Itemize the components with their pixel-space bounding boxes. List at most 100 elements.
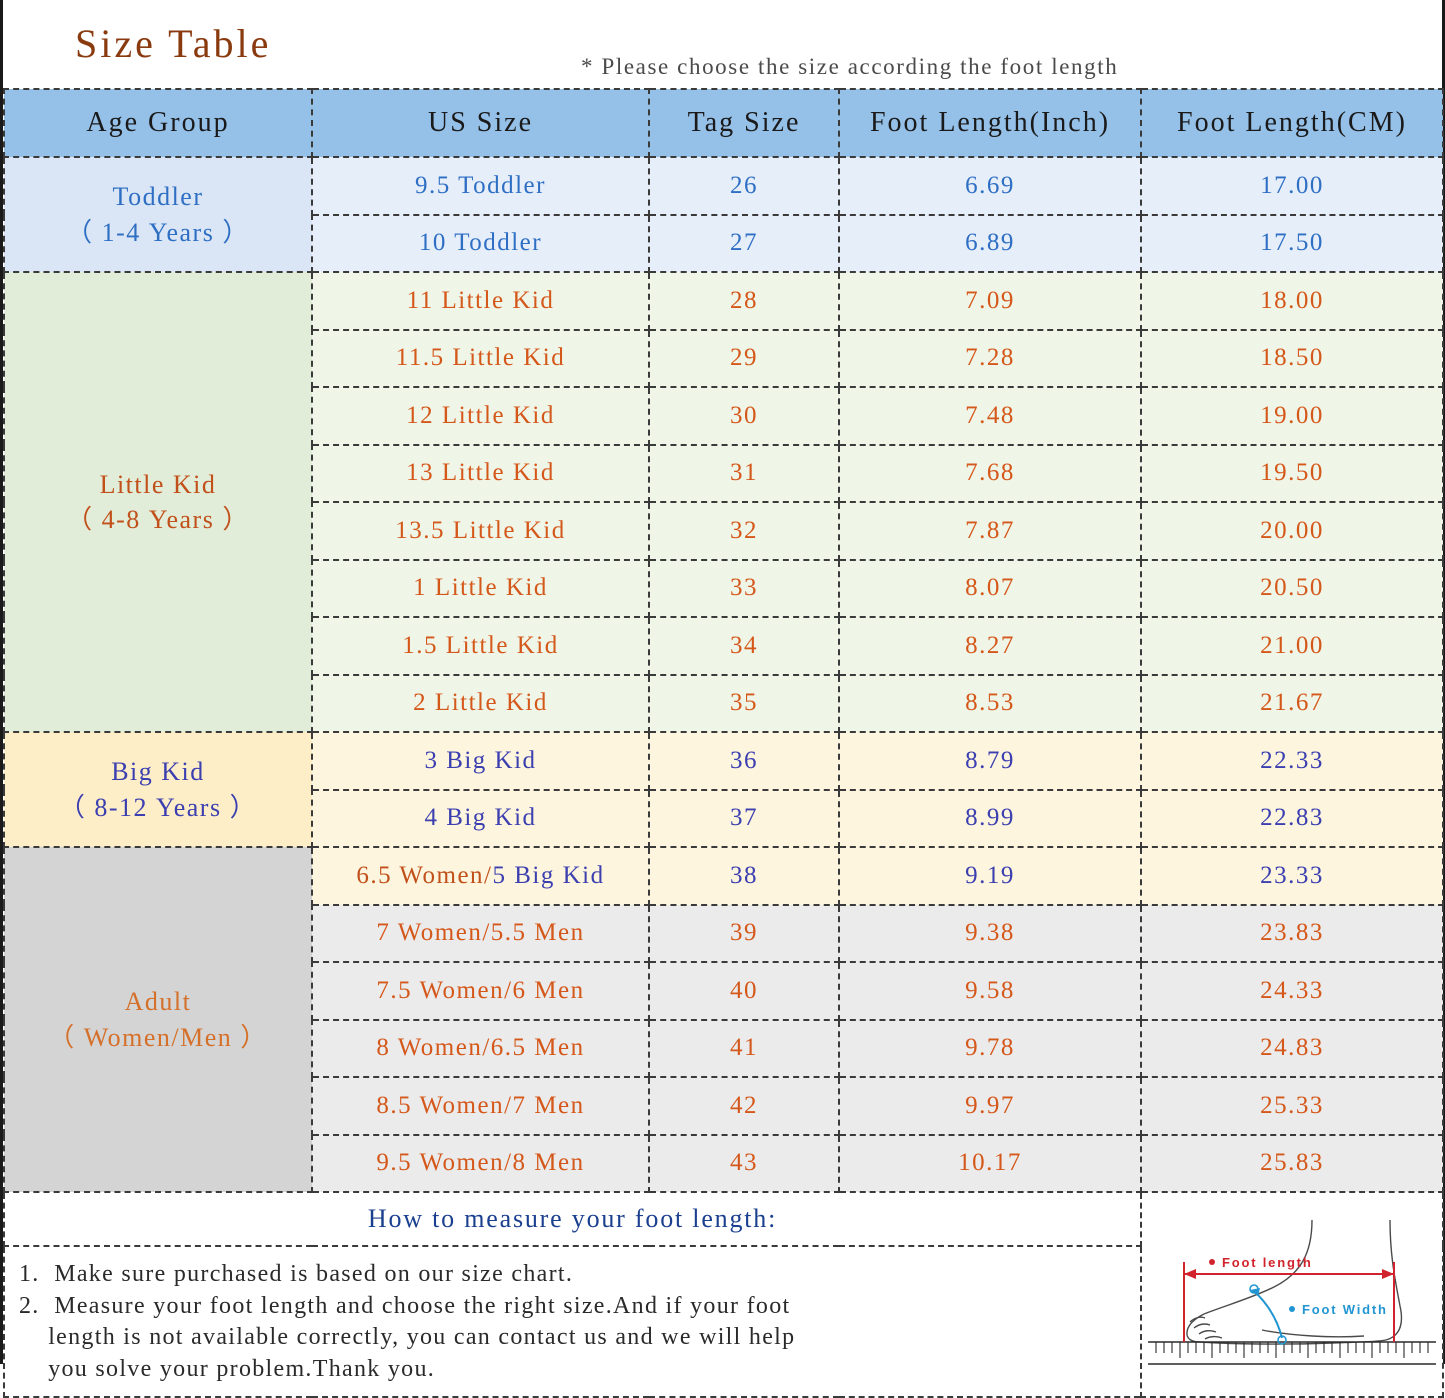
cell-foot-cm: 20.00 [1140,501,1444,561]
cell-foot-cm: 25.83 [1140,1133,1444,1193]
cell-foot-cm: 24.83 [1140,1018,1444,1078]
us-size-bigkid-part: 5 Big Kid [492,861,605,889]
cell-foot-inch: 6.89 [838,213,1142,273]
group-cell-adult: Adult （ Women/Men ） [3,846,313,1193]
cell-foot-cm: 22.83 [1140,788,1444,848]
cell-us-size: 1.5 Little Kid [311,616,650,676]
cell-foot-cm: 24.33 [1140,961,1444,1021]
cell-tag-size: 41 [648,1018,840,1078]
cell-foot-inch: 7.87 [838,501,1142,561]
footer-step-3: length is not available correctly, you c… [19,1324,796,1351]
group-age-range: （ 4-8 Years ） [66,505,250,534]
table-row: 4 Big Kid 37 8.99 22.83 [4,788,1444,848]
group-age-range: （ Women/Men ） [48,1022,268,1052]
cell-us-size: 11.5 Little Kid [311,328,650,388]
cell-foot-cm: 20.50 [1140,558,1444,618]
ruler-icon [1148,1341,1436,1366]
table-row: 9.5 Women/8 Men 43 10.17 25.83 [4,1133,1444,1193]
footer-steps: 1. Make sure purchased is based on our s… [3,1245,1142,1398]
cell-us-size: 12 Little Kid [311,386,650,446]
cell-foot-cm: 23.83 [1140,903,1444,963]
cell-us-size: 8.5 Women/7 Men [311,1076,650,1136]
foot-outline [1186,1220,1403,1346]
group-age-range: （ 1-4 Years ） [66,217,250,247]
table-row: 13 Little Kid 31 7.68 19.50 [4,443,1444,503]
cell-foot-inch: 10.17 [838,1133,1142,1193]
table-row: 2 Little Kid 35 8.53 21.67 [4,673,1444,733]
cell-foot-inch: 9.58 [838,961,1142,1021]
cell-foot-inch: 7.28 [838,328,1142,388]
cell-tag-size: 34 [648,616,840,676]
cell-foot-cm: 19.50 [1140,443,1444,503]
cell-foot-inch: 9.38 [838,903,1142,963]
header-area: Size Table * Please choose the size acco… [3,0,1442,88]
table-row: 7 Women/5.5 Men 39 9.38 23.83 [4,903,1444,963]
cell-foot-inch: 6.69 [838,156,1142,216]
table-row: 10 Toddler 27 6.89 17.50 [4,213,1444,273]
table-row: 11.5 Little Kid 29 7.28 18.50 [4,328,1444,388]
foot-width-label: Foot Width [1302,1302,1388,1317]
cell-tag-size: 30 [648,386,840,446]
cell-tag-size: 26 [648,156,840,216]
cell-tag-size: 35 [648,673,840,733]
foot-diagram-svg: Foot length Foot Width [1148,1220,1436,1366]
cell-us-size: 13 Little Kid [311,443,650,503]
cell-us-size: 3 Big Kid [311,731,650,791]
cell-tag-size: 40 [648,961,840,1021]
cell-foot-cm: 17.50 [1140,213,1444,273]
cell-foot-inch: 7.09 [838,271,1142,331]
cell-tag-size: 43 [648,1133,840,1193]
foot-width-measure: Foot Width [1249,1284,1388,1346]
table-row: 7.5 Women/6 Men 40 9.58 24.33 [4,961,1444,1021]
table-row: 8 Women/6.5 Men 41 9.78 24.83 [4,1018,1444,1078]
cell-us-size: 10 Toddler [311,213,650,273]
cell-tag-size: 39 [648,903,840,963]
group-name: Little Kid [99,469,217,499]
footer-step-1: 1. Make sure purchased is based on our s… [19,1261,574,1287]
foot-measure-diagram: Foot length Foot Width [1142,1214,1442,1374]
col-header-foot-inch: Foot Length(Inch) [838,88,1142,158]
cell-foot-cm: 22.33 [1140,731,1444,791]
col-header-foot-cm: Foot Length(CM) [1140,88,1444,158]
cell-tag-size: 31 [648,443,840,503]
footer-step-2: 2. Measure your foot length and choose t… [19,1292,791,1319]
cell-us-size: 7 Women/5.5 Men [311,903,650,963]
table-header: Age Group US Size Tag Size Foot Length(I… [3,88,1444,158]
cell-tag-size: 36 [648,731,840,791]
group-cell-little-kid: Little Kid （ 4-8 Years ） [3,271,313,733]
footer-heading: How to measure your foot length: [3,1191,1142,1247]
cell-foot-cm: 21.00 [1140,616,1444,676]
cell-us-size: 7.5 Women/6 Men [311,961,650,1021]
cell-foot-inch: 8.27 [838,616,1142,676]
group-cell-big-kid: Big Kid （ 8-12 Years ） [3,731,313,848]
table-row: 12 Little Kid 30 7.48 19.00 [4,386,1444,446]
cell-foot-inch: 8.99 [838,788,1142,848]
foot-length-measure: Foot length [1183,1255,1395,1343]
cell-tag-size: 38 [648,846,840,906]
cell-tag-size: 42 [648,1076,840,1136]
group-age-range: （ 8-12 Years ） [58,792,258,822]
cell-us-size: 11 Little Kid [311,271,650,331]
cell-foot-inch: 8.07 [838,558,1142,618]
cell-foot-inch: 7.68 [838,443,1142,503]
table-row: 1.5 Little Kid 34 8.27 21.00 [4,616,1444,676]
cell-foot-cm: 23.33 [1140,846,1444,906]
cell-foot-cm: 18.50 [1140,328,1444,388]
us-size-women-part: 6.5 Women/ [356,861,493,889]
cell-us-size: 9.5 Toddler [311,156,650,216]
cell-foot-cm: 21.67 [1140,673,1444,733]
cell-foot-inch: 8.79 [838,731,1142,791]
footer-step-4: you solve your problem.Thank you. [19,1356,436,1383]
col-header-tag-size: Tag Size [648,88,840,158]
table-row: 13.5 Little Kid 32 7.87 20.00 [4,501,1444,561]
group-name: Big Kid [111,757,205,787]
cell-foot-inch: 8.53 [838,673,1142,733]
cell-us-size: 1 Little Kid [311,558,650,618]
footer-heading-row: How to measure your foot length: [3,1191,1444,1398]
table-row: 1 Little Kid 33 8.07 20.50 [4,558,1444,618]
group-name: Adult [124,987,192,1017]
table-row: Big Kid （ 8-12 Years ） 3 Big Kid 36 8.79… [3,731,1444,848]
foot-diagram-cell: Foot length Foot Width [1140,1191,1444,1398]
cell-tag-size: 28 [648,271,840,331]
cell-foot-cm: 25.33 [1140,1076,1444,1136]
